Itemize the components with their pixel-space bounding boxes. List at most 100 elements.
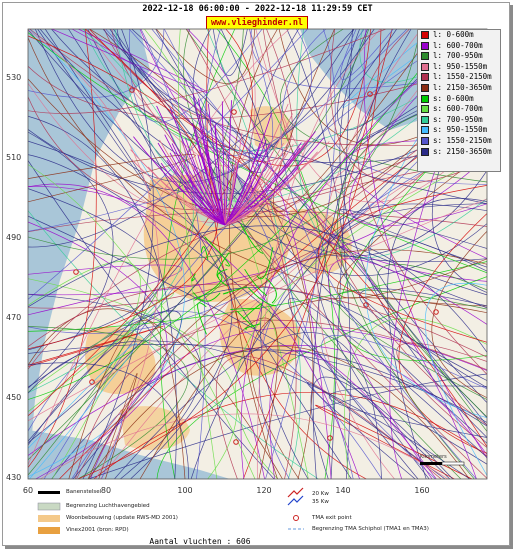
tma-exit-point-icon <box>433 309 439 315</box>
flight-track <box>204 236 230 267</box>
flight-track <box>258 137 487 479</box>
scale-bar <box>420 461 465 466</box>
tma-exit-icon <box>293 515 299 521</box>
flight-track <box>212 29 248 77</box>
legend-item: l: 600-700m <box>418 41 500 52</box>
flight-track <box>250 297 487 479</box>
legend-label: s: 2150-3650m <box>433 146 492 156</box>
flight-track <box>156 105 226 226</box>
flight-track <box>198 98 226 226</box>
flight-track <box>28 164 256 479</box>
flight-track <box>183 29 462 479</box>
flight-track <box>128 29 259 166</box>
flight-track <box>398 213 487 454</box>
flight-track <box>187 29 332 479</box>
flight-track <box>191 273 196 282</box>
flight-track <box>28 29 421 260</box>
flight-track <box>265 29 336 479</box>
flight-track <box>105 29 274 159</box>
flight-track <box>130 149 226 226</box>
flight-track <box>328 385 487 438</box>
key-vinex: Vinex2001 (bron: RPD) <box>66 527 129 533</box>
flight-count: Aantal vluchten : 606 <box>149 537 251 546</box>
legend-swatch <box>421 52 429 61</box>
flight-track <box>218 150 226 226</box>
legend-item: s: 700-950m <box>418 115 500 126</box>
flight-track <box>244 268 268 297</box>
legend-label: l: 700-950m <box>433 51 483 61</box>
legend-swatch <box>421 105 429 114</box>
flight-track <box>28 29 312 232</box>
flight-track <box>344 317 487 479</box>
legend-label: s: 1550-2150m <box>433 135 492 145</box>
legend-swatch <box>421 31 429 39</box>
map-border <box>27 28 488 480</box>
y-tick-label: 430 <box>6 473 22 482</box>
flight-track <box>223 286 248 295</box>
tma-exit-point-icon <box>129 87 135 93</box>
flight-track <box>340 209 487 268</box>
flight-track <box>262 29 487 426</box>
flight-track <box>28 345 487 456</box>
flight-track <box>28 29 460 224</box>
y-tick-label: 470 <box>6 313 22 322</box>
flight-track <box>82 29 154 479</box>
tma-exit-point-icon <box>73 269 79 275</box>
flight-track <box>315 404 473 479</box>
flight-track <box>240 29 478 479</box>
flight-track <box>28 29 219 350</box>
flight-track <box>198 113 226 226</box>
flight-track <box>114 332 382 479</box>
x-tick-label: 80 <box>100 486 112 495</box>
x-tick-label: 160 <box>414 486 430 495</box>
legend-item: s: 0-600m <box>418 94 500 105</box>
flight-track <box>221 101 226 226</box>
flight-track <box>102 29 269 173</box>
key-runways: Banenstelsel <box>66 489 102 495</box>
flight-track <box>256 247 274 280</box>
legend-item: s: 600-700m <box>418 104 500 115</box>
flight-track <box>312 29 412 479</box>
flight-track <box>193 292 221 302</box>
flight-track <box>247 287 276 307</box>
flight-track <box>28 29 370 461</box>
flight-track <box>28 342 138 479</box>
airport-swatch <box>37 502 61 511</box>
flight-track <box>28 326 189 479</box>
flight-track <box>359 288 487 381</box>
legend-item: l: 950-1550m <box>418 62 500 73</box>
legend-item: l: 0-600m <box>418 30 500 41</box>
runway-swatch <box>38 491 60 494</box>
flight-track <box>28 278 238 479</box>
flight-track <box>288 298 487 479</box>
flight-track <box>256 29 381 479</box>
flight-track <box>235 154 487 479</box>
key-tma-boundary: Begrenzing TMA Schiphol (TMA1 en TMA3) <box>312 526 429 532</box>
housing-swatch <box>38 515 60 522</box>
legend-swatch <box>421 126 429 135</box>
flight-track <box>28 29 253 417</box>
x-tick-label: 120 <box>256 486 272 495</box>
y-tick-label: 530 <box>6 73 22 82</box>
flight-track <box>160 29 236 479</box>
legend-swatch <box>421 115 429 124</box>
flight-track <box>28 29 97 468</box>
flight-track <box>363 29 487 459</box>
legend-label: s: 950-1550m <box>433 125 488 135</box>
flight-track <box>310 376 454 479</box>
flight-track <box>265 277 277 304</box>
flight-track <box>307 382 446 479</box>
flight-track <box>186 29 297 479</box>
key-kw35: 35 Kw <box>312 499 329 505</box>
flight-track <box>28 29 387 114</box>
flight-track <box>244 323 261 330</box>
legend-item: s: 2150-3650m <box>418 147 500 158</box>
flight-track <box>77 29 382 479</box>
flight-track <box>224 152 287 226</box>
flight-track <box>88 373 487 479</box>
flight-track <box>224 132 243 226</box>
legend-swatch <box>421 41 429 50</box>
flight-track <box>242 303 263 320</box>
flight-track <box>75 319 487 479</box>
flight-track <box>197 302 207 335</box>
